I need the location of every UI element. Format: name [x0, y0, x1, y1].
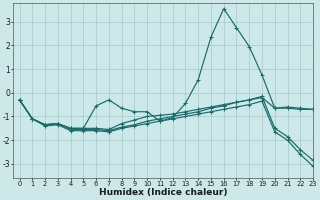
X-axis label: Humidex (Indice chaleur): Humidex (Indice chaleur) [99, 188, 227, 197]
